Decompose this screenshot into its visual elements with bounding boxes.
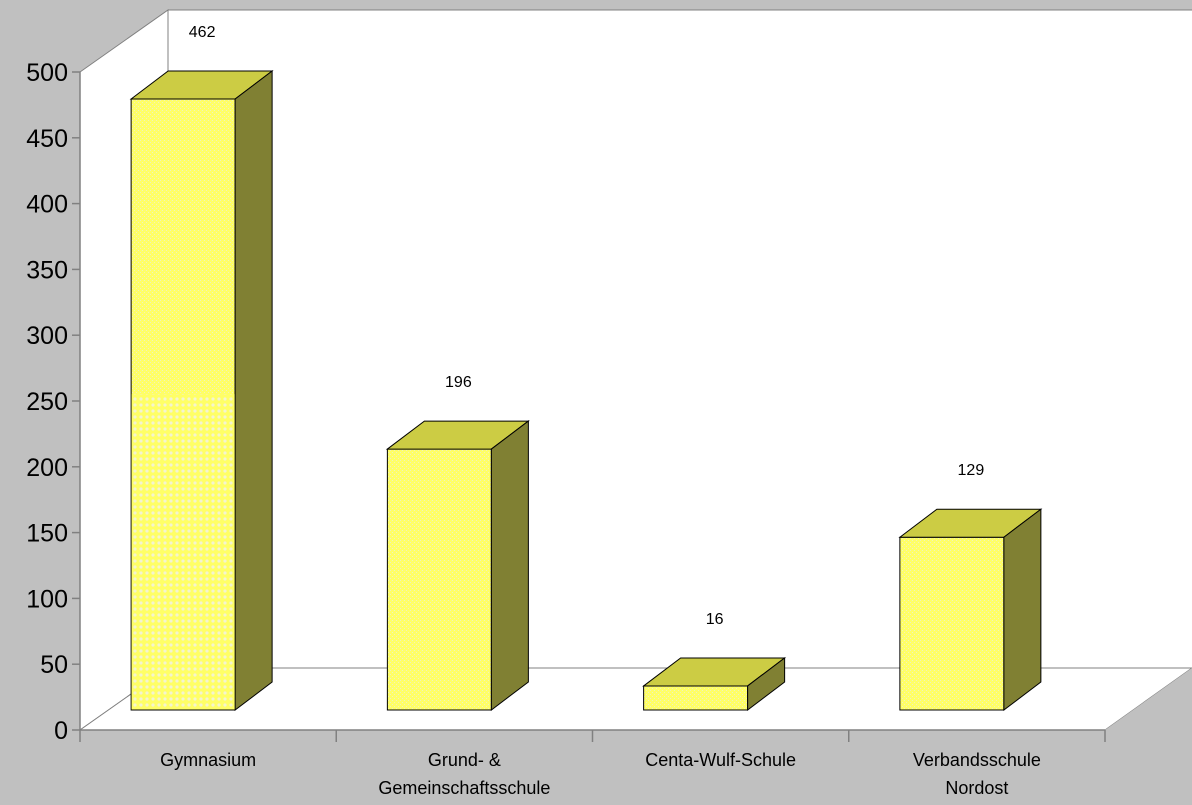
floor-right-gap bbox=[1105, 668, 1192, 805]
x-axis: Gymnasium Grund- & Gemeinschaftsschule Cent… bbox=[79, 729, 1106, 798]
data-label: 16 bbox=[706, 611, 724, 628]
y-tick-label: 400 bbox=[26, 191, 68, 219]
x-category-label: Verbandsschule bbox=[913, 750, 1041, 770]
bar-front bbox=[386, 448, 492, 711]
y-axis: 0 50 100 150 200 250 300 350 400 450 500 bbox=[26, 59, 81, 745]
y-tick-label: 450 bbox=[26, 125, 68, 153]
bar-side bbox=[234, 70, 273, 712]
bar bbox=[385, 420, 530, 712]
data-label: 196 bbox=[445, 374, 472, 391]
x-category-label: Grund- & bbox=[428, 750, 501, 770]
y-tick-label: 300 bbox=[26, 322, 68, 350]
y-tick-label: 350 bbox=[26, 256, 68, 284]
bar-side bbox=[1003, 508, 1042, 712]
bar-side bbox=[747, 656, 786, 712]
data-label: 462 bbox=[189, 24, 216, 41]
y-tick-label: 100 bbox=[26, 585, 68, 613]
y-tick-label: 0 bbox=[54, 717, 68, 745]
data-label: 129 bbox=[958, 462, 985, 479]
y-tick-label: 150 bbox=[26, 520, 68, 548]
x-category-label: Gemeinschaftsschule bbox=[378, 778, 550, 798]
x-category-label: Nordost bbox=[945, 778, 1008, 798]
bar bbox=[642, 656, 787, 712]
bar-front bbox=[643, 685, 749, 711]
x-category-label: Gymnasium bbox=[160, 750, 256, 770]
y-tick-label: 250 bbox=[26, 388, 68, 416]
y-tick-label: 50 bbox=[40, 651, 68, 679]
x-category-label: Centa-Wulf-Schule bbox=[645, 750, 796, 770]
bar bbox=[898, 508, 1043, 712]
y-tick-label: 500 bbox=[26, 59, 68, 87]
bars bbox=[129, 70, 1043, 712]
y-tick-label: 200 bbox=[26, 454, 68, 482]
bar-front bbox=[899, 536, 1005, 711]
bar-side bbox=[490, 420, 529, 712]
bar-pattern-band bbox=[131, 394, 235, 710]
value-labels: 462 196 16 129 bbox=[189, 24, 985, 628]
